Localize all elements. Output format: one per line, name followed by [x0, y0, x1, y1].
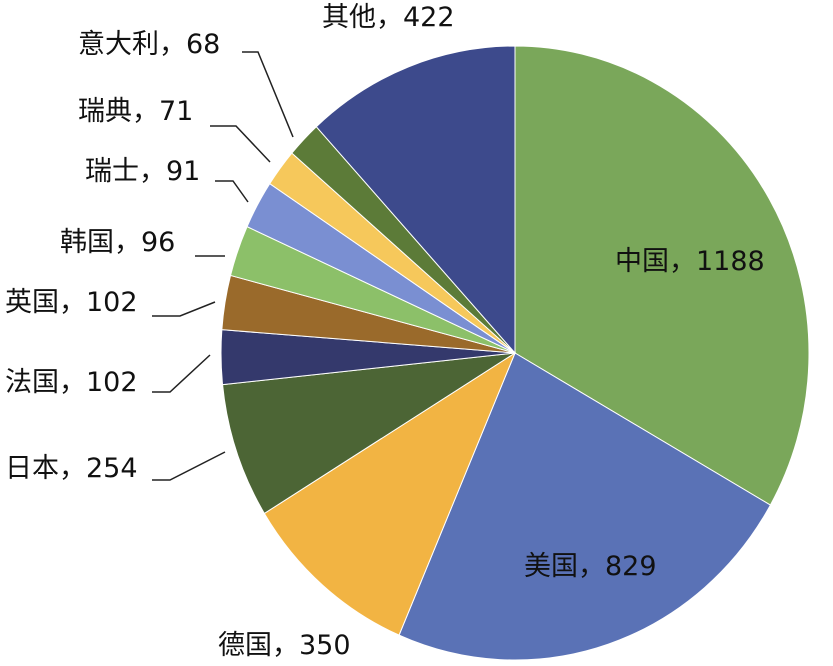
pie-slice-11	[315, 45, 516, 355]
pie-slice-1	[514, 45, 810, 506]
pie-slice-3	[263, 351, 517, 636]
leader-line-5	[152, 354, 211, 393]
data-label-6: 英国，102	[5, 287, 138, 318]
pie-slice-4	[222, 352, 516, 515]
data-label-11: 其他，422	[322, 2, 455, 33]
data-label-7: 韩国，96	[60, 227, 176, 258]
data-label-8: 瑞士，91	[85, 156, 201, 187]
data-label-9: 瑞典，71	[78, 96, 194, 127]
leader-line-8	[215, 180, 249, 203]
pie-slice-2	[398, 352, 772, 661]
leader-line-10	[242, 51, 294, 138]
data-label-3: 德国，350	[218, 630, 351, 661]
data-label-5: 法国，102	[5, 367, 138, 398]
data-label-4: 日本，254	[5, 453, 138, 484]
leader-line-9	[210, 125, 271, 163]
data-label-1: 中国，1188	[615, 246, 765, 277]
leader-line-4	[152, 451, 226, 481]
data-label-10: 意大利，68	[78, 29, 221, 60]
leader-line-6	[152, 301, 216, 317]
data-label-2: 美国，829	[524, 551, 657, 582]
